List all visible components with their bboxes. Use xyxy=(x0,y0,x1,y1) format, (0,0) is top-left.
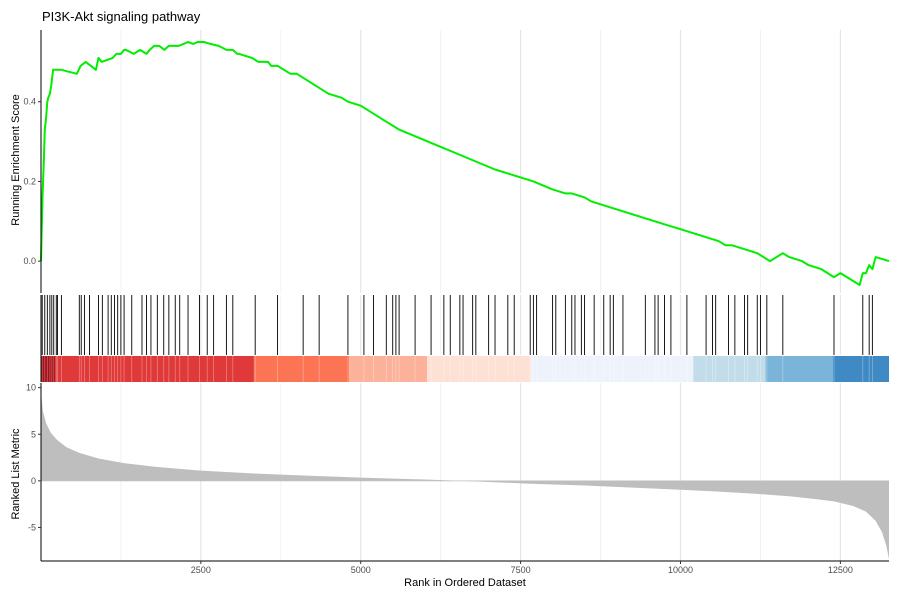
x-tick-label: 7500 xyxy=(511,565,531,575)
color-bar-segment xyxy=(349,356,428,382)
color-bar-segment xyxy=(55,356,254,382)
ranked-metric-area xyxy=(41,392,889,560)
metric-y-tick-label: 10 xyxy=(26,383,36,393)
metric-y-tick-label: 5 xyxy=(31,429,36,439)
chart-title: PI3K-Akt signaling pathway xyxy=(42,9,201,24)
x-axis-title: Rank in Ordered Dataset xyxy=(404,577,526,589)
ranked-metric-panel xyxy=(41,392,889,560)
color-bar-segment xyxy=(530,356,694,382)
color-bar-segment xyxy=(832,356,889,382)
gene-hits-panel xyxy=(41,295,873,355)
x-tick-label: 12500 xyxy=(828,565,853,575)
es-y-tick-label: 0.4 xyxy=(23,97,36,107)
metric-y-tick-label: 0 xyxy=(31,476,36,486)
color-bar-segment xyxy=(765,356,833,382)
color-bar-segment xyxy=(427,356,531,382)
es-axis-title: Running Enrichment Score xyxy=(10,94,22,225)
metric-axis-title: Ranked List Metric xyxy=(10,428,22,520)
color-bar-segment xyxy=(253,356,350,382)
color-bar-segment xyxy=(693,356,766,382)
x-tick-label: 2500 xyxy=(191,565,211,575)
x-tick-label: 10000 xyxy=(668,565,693,575)
es-y-tick-label: 0.0 xyxy=(23,256,36,266)
grid-layer xyxy=(120,30,841,561)
axes-layer: 0.0 0.2 0.4 -5 0 5 10 2500 5000 7500 10000 12500 xyxy=(23,30,889,575)
running-es-line xyxy=(40,41,890,286)
rank-color-bar xyxy=(41,356,889,382)
running-es-panel xyxy=(40,41,890,286)
color-bar-segment xyxy=(41,356,56,382)
metric-y-tick-label: -5 xyxy=(28,522,36,532)
es-y-tick-label: 0.2 xyxy=(23,176,36,186)
x-tick-label: 5000 xyxy=(351,565,371,575)
